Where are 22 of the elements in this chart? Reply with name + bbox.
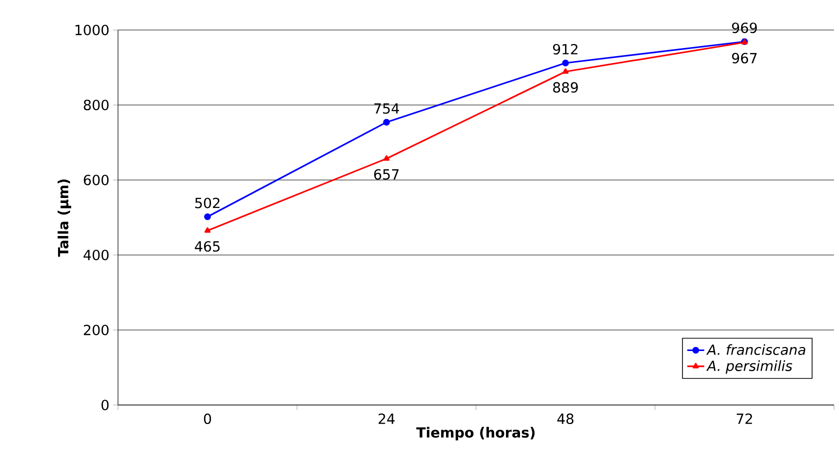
y-tick-label: 1000 <box>76 24 109 36</box>
data-label: 912 <box>553 44 578 54</box>
data-label: 502 <box>195 198 220 208</box>
x-tick-label: 48 <box>557 413 574 424</box>
x-axis-title: Tiempo (horas) <box>416 426 535 440</box>
legend-label: A. persimilis <box>706 360 792 374</box>
x-tick-label: 0 <box>204 413 212 424</box>
x-tick-label: 72 <box>736 413 752 424</box>
data-label: 754 <box>374 103 400 114</box>
data-label: 967 <box>732 52 757 64</box>
data-label: 969 <box>732 22 757 34</box>
y-tick-label: 800 <box>84 100 109 110</box>
y-tick-label: 600 <box>84 174 109 186</box>
data-label: 657 <box>374 169 399 180</box>
y-axis-title: Talla (μm) <box>58 179 72 257</box>
y-tick-label: 400 <box>84 250 109 260</box>
y-tick-label: 200 <box>84 324 109 336</box>
legend-label: A. franciscana <box>706 344 806 355</box>
data-label: 465 <box>194 241 220 252</box>
x-tick-label: 24 <box>378 413 395 424</box>
y-tick-label: 0 <box>102 400 109 410</box>
data-label: 889 <box>553 82 578 93</box>
